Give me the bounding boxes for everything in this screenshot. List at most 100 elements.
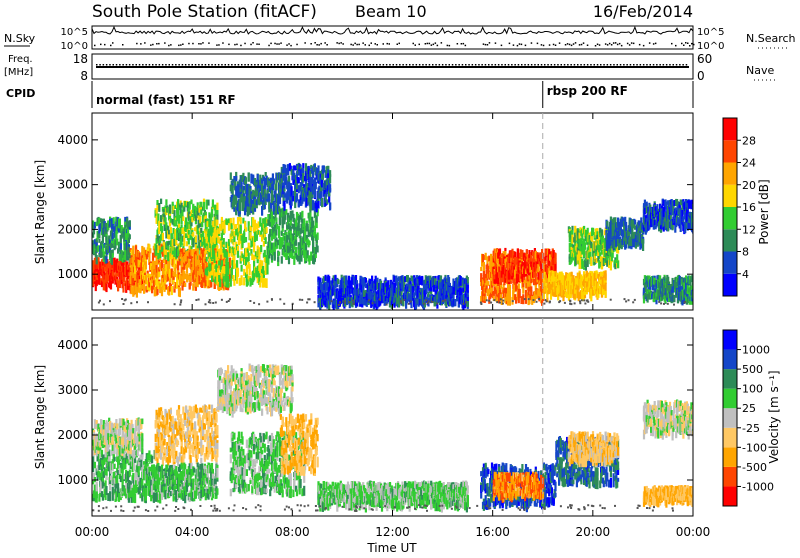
nave-dot (640, 64, 642, 66)
search-noise-dot (280, 42, 282, 44)
search-noise-dot (413, 43, 415, 45)
nave-dot (449, 64, 451, 66)
power-cell (314, 190, 316, 198)
power-cell (266, 266, 268, 275)
search-noise-dot (304, 42, 306, 44)
search-noise-dot (573, 43, 575, 45)
power-cell (224, 224, 226, 233)
power-cell (203, 202, 205, 211)
power-cell (483, 262, 485, 271)
nave-dot (165, 64, 167, 66)
power-cell (230, 172, 232, 180)
search-noise-dot (575, 42, 577, 44)
nave-dot (145, 64, 147, 66)
nave-dot (485, 64, 487, 66)
nave-dot (409, 64, 411, 66)
sky-left-label: N.Sky (4, 32, 36, 45)
nave-dot (234, 64, 236, 66)
search-noise-dot (234, 44, 236, 46)
nave-dot (435, 64, 437, 66)
nave-dot (284, 64, 286, 66)
nave-dot (686, 64, 688, 66)
search-noise-dot (371, 42, 373, 44)
search-noise-dot (258, 44, 260, 46)
nave-dot (116, 64, 118, 66)
nave-dot (261, 64, 263, 66)
nave-dot (636, 64, 638, 66)
search-noise-dot (617, 44, 619, 46)
search-noise-dot (268, 45, 270, 47)
nave-dot (169, 64, 171, 66)
power-cell (184, 283, 186, 287)
nave-dot (287, 64, 289, 66)
nave-dot (439, 64, 441, 66)
search-noise-dot (320, 43, 322, 45)
nave-dot (478, 64, 480, 66)
nave-dot (264, 64, 266, 66)
nave-dot (617, 64, 619, 66)
power-cell (268, 193, 270, 201)
power-cell (243, 277, 245, 285)
search-noise-dot (579, 44, 581, 46)
nave-dot (337, 64, 339, 66)
nave-dot (419, 64, 421, 66)
freq-tick-top: 18 (73, 52, 88, 66)
search-noise-dot (691, 43, 693, 45)
nave-dot (139, 64, 141, 66)
search-noise-dot (286, 44, 288, 46)
search-noise-dot (461, 43, 463, 45)
search-noise-dot (200, 43, 202, 45)
search-noise-dot (449, 45, 451, 47)
nave-dot (379, 64, 381, 66)
power-cell (105, 283, 107, 292)
power-heatmap (92, 163, 695, 311)
search-noise-dot (178, 45, 180, 47)
search-noise-dot (495, 42, 497, 44)
power-cell (329, 188, 331, 193)
nave-dot (383, 64, 385, 66)
power-cell (245, 227, 247, 231)
nave-dot (231, 64, 233, 66)
nave-dot (126, 64, 128, 66)
power-cell (316, 215, 318, 222)
power-cell (260, 245, 262, 252)
nave-dot (584, 64, 586, 66)
search-noise-dot (559, 42, 561, 44)
search-noise-dot (429, 43, 431, 45)
search-noise-dot (549, 44, 551, 46)
nave-dot (320, 64, 322, 66)
search-noise-dot (435, 42, 437, 44)
power-cell (237, 254, 239, 258)
nave-dot (498, 64, 500, 66)
freq-label-line2: [MHz] (4, 67, 33, 78)
power-cell (266, 227, 268, 233)
nave-dot (103, 64, 105, 66)
search-noise-dot (517, 45, 519, 47)
power-cell (105, 256, 107, 263)
nave-dot (663, 64, 665, 66)
nave-dot (317, 64, 319, 66)
power-cell (321, 198, 323, 207)
search-noise-dot (431, 44, 433, 46)
nave-dot (597, 64, 599, 66)
nave-dot (198, 64, 200, 66)
nave-dot (666, 64, 668, 66)
power-cell (467, 277, 469, 283)
nave-dot (323, 64, 325, 66)
power-cell (120, 243, 122, 249)
power-cell (273, 178, 275, 184)
search-noise-dot (685, 42, 687, 44)
power-cell (129, 220, 131, 227)
nave-dot (251, 64, 253, 66)
nave-dot (541, 64, 543, 66)
search-noise-dot (338, 43, 340, 45)
date-title: 16/Feb/2014 (593, 2, 693, 21)
power-cell (279, 218, 281, 225)
nave-dot (481, 64, 483, 66)
nave-dot (297, 64, 299, 66)
nave-dot (96, 64, 98, 66)
nave-dot (416, 64, 418, 66)
search-noise-dot (693, 44, 695, 46)
search-noise-dot (150, 44, 152, 46)
nave-dot (215, 64, 217, 66)
